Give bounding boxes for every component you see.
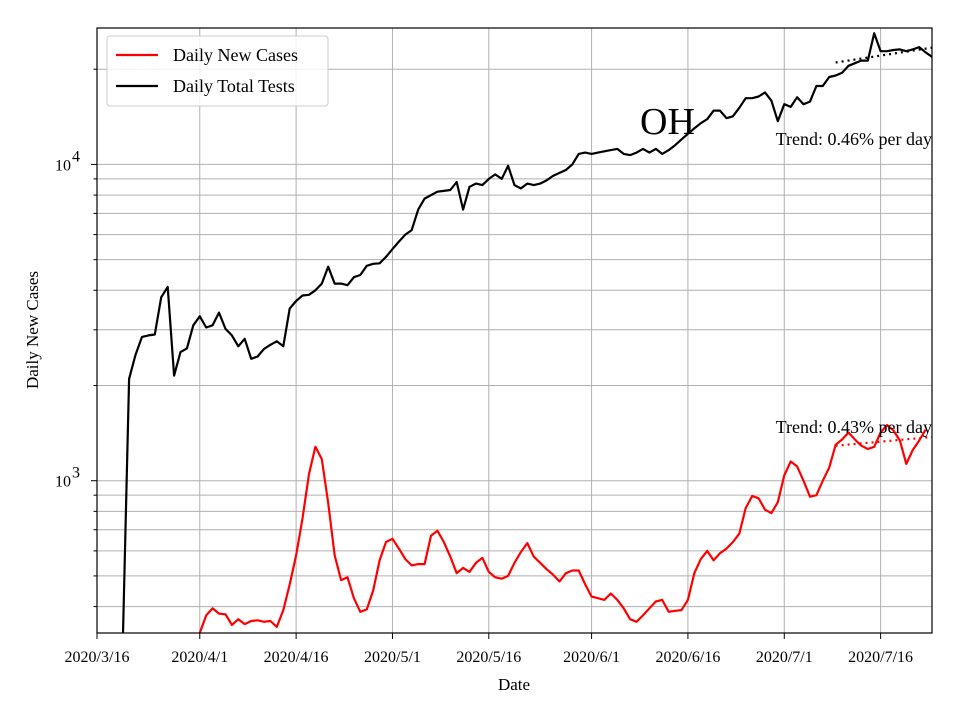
legend-label-daily-new-cases: Daily New Cases [173,45,298,65]
x-tick-label: 2020/6/1 [563,649,620,666]
grid-lines [96,28,932,633]
plot-frame [96,27,933,634]
series-line-daily-total-tests [121,32,932,633]
x-tick-label: 2020/7/16 [848,649,913,666]
x-tick-label: 2020/7/1 [756,649,813,666]
legend-label-daily-total-tests: Daily Total Tests [173,76,295,96]
x-tick-label: 2020/6/16 [655,649,720,666]
x-tick-label: 2020/5/1 [364,649,421,666]
trend-annotation-tests: Trend: 0.46% per day [776,129,932,149]
x-axis-ticks: 2020/3/16 2020/4/1 2020/4/16 2020/5/1 2020/5… [65,633,913,666]
trend-line-daily-total-tests [835,46,932,64]
state-label: OH [640,101,695,143]
legend: Daily New Cases Daily Total Tests [106,35,329,107]
x-axis-label: Date [498,675,530,694]
y-tick-label: 10 [55,474,71,491]
trend-lines [835,46,932,447]
x-tick-label: 2020/4/1 [171,649,228,666]
y-tick-label: 10 [55,157,71,174]
series-lines [121,32,932,633]
trend-line-daily-new-cases [835,435,932,447]
x-tick-label: 2020/5/16 [456,649,521,666]
trend-annotation-cases: Trend: 0.43% per day [776,417,932,437]
series-line-daily-new-cases [198,423,927,633]
trend-annotations: Trend: 0.46% per day Trend: 0.43% per da… [776,129,932,437]
x-tick-label: 2020/3/16 [65,649,130,666]
y-tick-exponent: 3 [72,465,80,482]
x-tick-label: 2020/4/16 [264,649,329,666]
y-tick-exponent: 4 [72,148,80,165]
legend-box [106,35,329,107]
y-axis-label: Daily New Cases [23,271,42,389]
